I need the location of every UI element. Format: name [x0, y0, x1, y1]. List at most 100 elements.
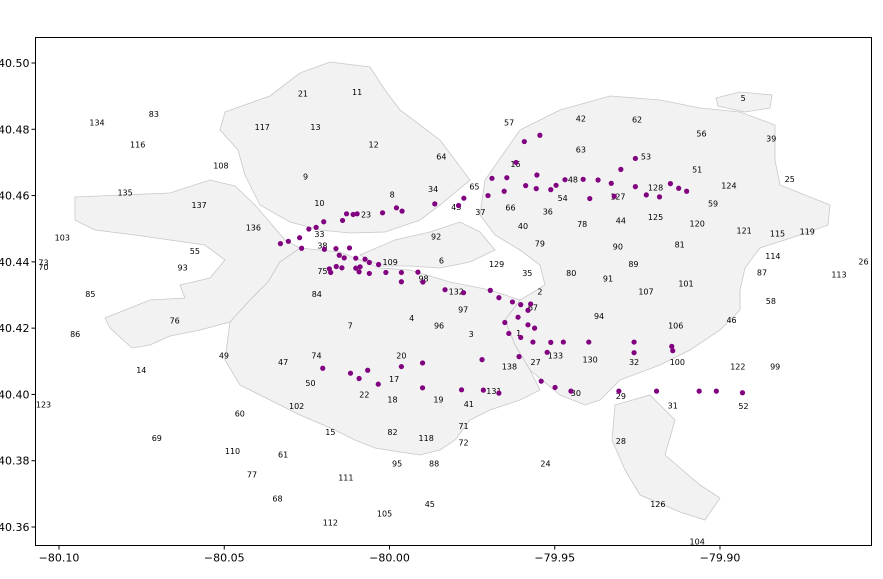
- data-point: [632, 184, 638, 190]
- data-point: [631, 350, 637, 356]
- data-point: [528, 301, 534, 307]
- neighborhood-label: 46: [726, 316, 736, 325]
- data-point: [297, 235, 303, 241]
- neighborhood-label: 5: [741, 94, 746, 103]
- neighborhood-label: 115: [770, 229, 785, 238]
- neighborhood-label: 90: [613, 243, 623, 252]
- data-point: [739, 390, 746, 396]
- data-point: [553, 182, 559, 188]
- neighborhood-label: 94: [594, 312, 604, 321]
- data-point: [656, 194, 663, 200]
- x-tick-label: −79.95: [534, 552, 575, 565]
- y-tick-label: 40.36: [0, 521, 30, 534]
- data-point: [616, 388, 622, 394]
- neighborhood-label: 19: [433, 396, 443, 405]
- neighborhood-label: 122: [730, 362, 745, 371]
- neighborhood-label: 84: [312, 290, 322, 299]
- neighborhood-label: 104: [690, 538, 705, 547]
- neighborhood-label: 78: [577, 220, 587, 229]
- x-tick-label: −80.10: [39, 552, 80, 565]
- data-point: [432, 201, 438, 207]
- neighborhood-label: 126: [650, 500, 665, 509]
- neighborhood-label: 39: [766, 135, 776, 144]
- data-point: [365, 367, 371, 373]
- y-tick-label: 40.42: [0, 322, 30, 335]
- neighborhood-label: 4: [409, 314, 414, 323]
- neighborhood-label: 82: [387, 428, 397, 437]
- data-point: [328, 269, 334, 276]
- data-point: [643, 192, 649, 198]
- neighborhood-label: 118: [419, 434, 434, 443]
- neighborhood-label: 97: [458, 305, 468, 314]
- neighborhood-label: 109: [383, 258, 398, 267]
- data-point: [375, 381, 381, 387]
- data-point: [684, 188, 690, 194]
- data-point: [353, 265, 359, 271]
- data-point: [455, 202, 462, 209]
- data-point: [341, 255, 347, 261]
- neighborhood-label: 53: [641, 152, 651, 161]
- data-point: [618, 166, 624, 172]
- data-point: [531, 325, 538, 331]
- data-point: [595, 177, 601, 183]
- data-point: [489, 175, 495, 181]
- data-point: [534, 172, 540, 178]
- data-point: [375, 261, 382, 268]
- x-tick-label: −80.05: [204, 552, 245, 565]
- neighborhood-label: 116: [130, 141, 145, 150]
- neighborhood-label: 47: [278, 358, 288, 367]
- neighborhood-label: 71: [458, 422, 468, 431]
- data-point: [419, 385, 426, 391]
- data-point: [480, 387, 486, 393]
- neighborhood-label: 80: [566, 269, 576, 278]
- data-point: [350, 211, 356, 218]
- neighborhood-label: 68: [272, 494, 282, 503]
- neighborhood-label: 55: [190, 247, 200, 256]
- neighborhood-label: 95: [392, 460, 402, 469]
- neighborhood-label: 48: [568, 175, 578, 184]
- data-point: [560, 339, 566, 345]
- data-point: [502, 319, 508, 326]
- data-point: [398, 279, 404, 285]
- neighborhood-label: 135: [117, 189, 132, 198]
- neighborhood-label: 38: [317, 242, 327, 251]
- data-point: [461, 195, 467, 201]
- data-point: [525, 307, 531, 313]
- data-point: [586, 339, 592, 345]
- data-point: [548, 339, 554, 345]
- neighborhood-label: 120: [690, 220, 705, 229]
- neighborhood-label: 33: [314, 230, 324, 239]
- data-point: [504, 175, 510, 181]
- neighborhood-label: 133: [548, 352, 563, 361]
- data-point: [356, 269, 362, 275]
- neighborhood-label: 61: [278, 450, 288, 459]
- neighborhood-label: 14: [136, 366, 146, 375]
- neighborhood-label: 41: [464, 400, 474, 409]
- neighborhood-label: 27: [530, 358, 540, 367]
- neighborhood-label: 81: [675, 240, 685, 249]
- data-point: [713, 388, 719, 394]
- neighborhood-label: 123: [36, 400, 51, 409]
- data-point: [587, 195, 593, 202]
- neighborhood-label: 100: [670, 358, 685, 367]
- data-point: [670, 348, 676, 354]
- neighborhood-labels: 5112183134117134262575639116126364531610…: [36, 88, 869, 547]
- neighborhood-label: 79: [535, 240, 545, 249]
- neighborhood-label: 65: [469, 182, 479, 191]
- data-point: [513, 159, 519, 166]
- data-point: [343, 211, 350, 217]
- neighborhood-label: 62: [632, 116, 642, 125]
- data-point: [277, 241, 284, 247]
- neighborhood-label: 87: [757, 268, 767, 277]
- data-point: [415, 269, 421, 275]
- neighborhood-label: 127: [610, 193, 625, 202]
- neighborhood-label: 32: [629, 358, 639, 367]
- neighborhood-label: 30: [571, 389, 581, 398]
- neighborhood-label: 98: [418, 274, 428, 283]
- neighborhood-label: 3: [469, 330, 474, 339]
- neighborhood-label: 103: [55, 233, 70, 242]
- neighborhood-label: 59: [708, 200, 718, 209]
- data-point: [366, 270, 372, 277]
- neighborhood-label: 112: [323, 518, 338, 527]
- data-point: [533, 186, 539, 192]
